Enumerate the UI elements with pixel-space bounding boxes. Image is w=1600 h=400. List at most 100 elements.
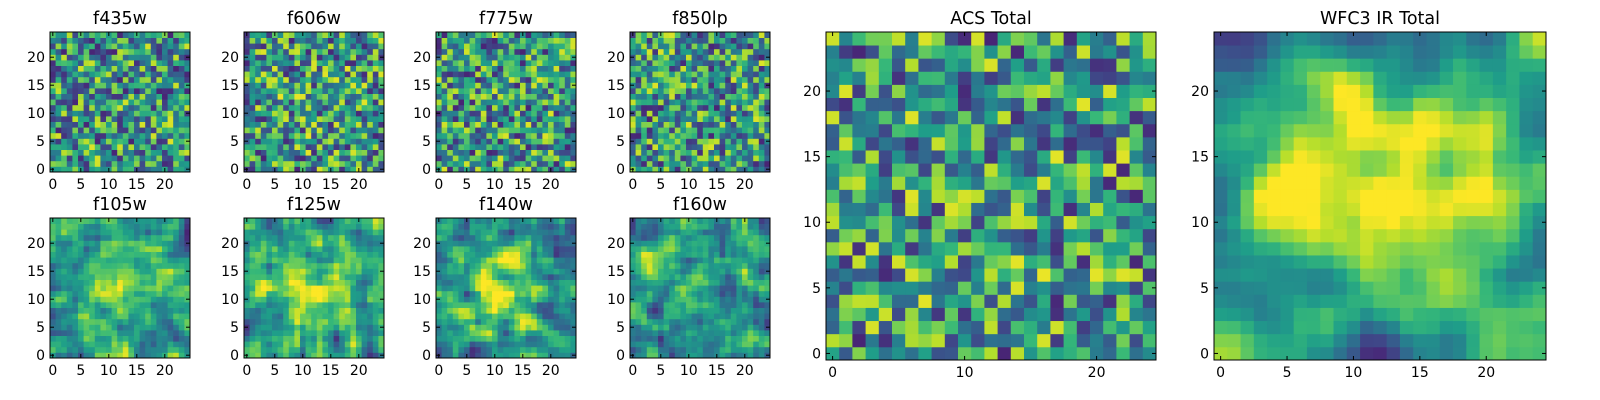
heatmap-cell — [652, 307, 659, 314]
heatmap-cell — [145, 93, 152, 100]
heatmap-cell — [145, 302, 152, 308]
heatmap-cell — [128, 246, 135, 252]
heatmap-cell — [559, 121, 566, 128]
heatmap-cell — [150, 76, 157, 83]
heatmap-cell — [553, 290, 560, 297]
heatmap-cell — [564, 54, 571, 61]
x-tick-label: 10 — [486, 363, 504, 379]
heatmap-cell — [266, 313, 273, 320]
heatmap-cell — [361, 149, 368, 156]
heatmap-cell — [559, 302, 566, 308]
heatmap-cell — [548, 138, 554, 145]
heatmap-cell — [536, 54, 543, 61]
heatmap-cell — [508, 218, 515, 224]
heatmap-cell — [553, 43, 560, 50]
heatmap-cell — [559, 54, 566, 61]
heatmap-cell — [497, 43, 504, 50]
heatmap-cell — [536, 99, 543, 106]
heatmap-cell — [255, 71, 262, 78]
heatmap-cell — [469, 296, 476, 303]
heatmap-cell — [480, 71, 487, 78]
heatmap-cell — [730, 48, 737, 55]
heatmap-cell — [94, 262, 101, 269]
heatmap-cell — [553, 352, 560, 359]
heatmap-cell — [78, 262, 84, 269]
heatmap-cell — [536, 121, 543, 128]
heatmap-cell — [452, 274, 459, 280]
heatmap-cell — [61, 352, 68, 359]
heatmap-cell — [66, 246, 73, 252]
heatmap-cell — [674, 132, 681, 139]
heatmap-cell — [361, 144, 368, 150]
heatmap-cell — [480, 274, 487, 280]
heatmap-cell — [184, 251, 191, 258]
heatmap-cell — [339, 229, 346, 236]
heatmap-cell — [173, 330, 180, 336]
heatmap-cell — [260, 71, 267, 78]
heatmap-cell — [764, 88, 771, 94]
heatmap-cell — [106, 116, 112, 122]
heatmap-cell — [536, 104, 543, 111]
heatmap-cell — [663, 138, 670, 145]
heatmap-cell — [255, 318, 262, 325]
heatmap-cell — [458, 290, 465, 297]
heatmap-cell — [139, 88, 146, 94]
heatmap-cell — [339, 37, 346, 44]
heatmap-cell — [714, 144, 720, 150]
heatmap-cell — [758, 121, 765, 128]
heatmap-cell — [514, 302, 521, 308]
heatmap-cell — [300, 43, 306, 50]
heatmap-cell — [272, 302, 278, 308]
heatmap-cell — [719, 48, 726, 55]
heatmap-cell — [145, 54, 152, 61]
heatmap-cell — [333, 346, 340, 353]
heatmap-cell — [436, 160, 442, 167]
heatmap-cell — [162, 65, 168, 72]
heatmap-cell — [702, 318, 709, 325]
heatmap-cell — [436, 155, 442, 162]
heatmap-cell — [525, 110, 532, 117]
heatmap-cell — [167, 346, 174, 353]
heatmap-cell — [441, 43, 448, 50]
heatmap-cell — [72, 54, 79, 61]
heatmap-cell — [503, 99, 510, 106]
heatmap-cell — [83, 302, 90, 308]
heatmap-cell — [697, 127, 704, 134]
heatmap-cell — [753, 290, 760, 297]
heatmap-cell — [333, 307, 340, 314]
heatmap-cell — [753, 116, 760, 122]
heatmap-cell — [356, 48, 362, 55]
heatmap-cell — [361, 71, 368, 78]
heatmap-cell — [480, 149, 487, 156]
heatmap-cell — [758, 32, 765, 38]
heatmap-cell — [652, 110, 659, 117]
heatmap-cell — [486, 54, 493, 61]
heatmap-cell — [255, 218, 262, 224]
heatmap-cell — [333, 48, 340, 55]
heatmap-cell — [260, 285, 267, 292]
x-tick-label: 10 — [100, 363, 118, 379]
heatmap-cell — [272, 71, 278, 78]
heatmap-cell — [94, 296, 101, 303]
heatmap-cell — [328, 121, 334, 128]
heatmap-cell — [128, 166, 135, 173]
heatmap-cell — [328, 76, 334, 83]
heatmap-cell — [697, 335, 704, 342]
heatmap-cell — [361, 330, 368, 336]
heatmap-cell — [480, 257, 487, 264]
heatmap-cell — [94, 54, 101, 61]
heatmap-cell — [497, 155, 504, 162]
heatmap-cell — [697, 138, 704, 145]
heatmap-cell — [730, 43, 737, 50]
heatmap-cell — [50, 313, 56, 320]
heatmap-cell — [702, 144, 709, 150]
heatmap-cell — [89, 324, 96, 331]
heatmap-cell — [272, 268, 278, 275]
heatmap-cell — [111, 257, 118, 264]
heatmap-cell — [458, 268, 465, 275]
heatmap-cell — [94, 290, 101, 297]
heatmap-cell — [322, 76, 329, 83]
heatmap-cell — [652, 330, 659, 336]
heatmap-cell — [162, 155, 168, 162]
heatmap-cell — [553, 60, 560, 66]
